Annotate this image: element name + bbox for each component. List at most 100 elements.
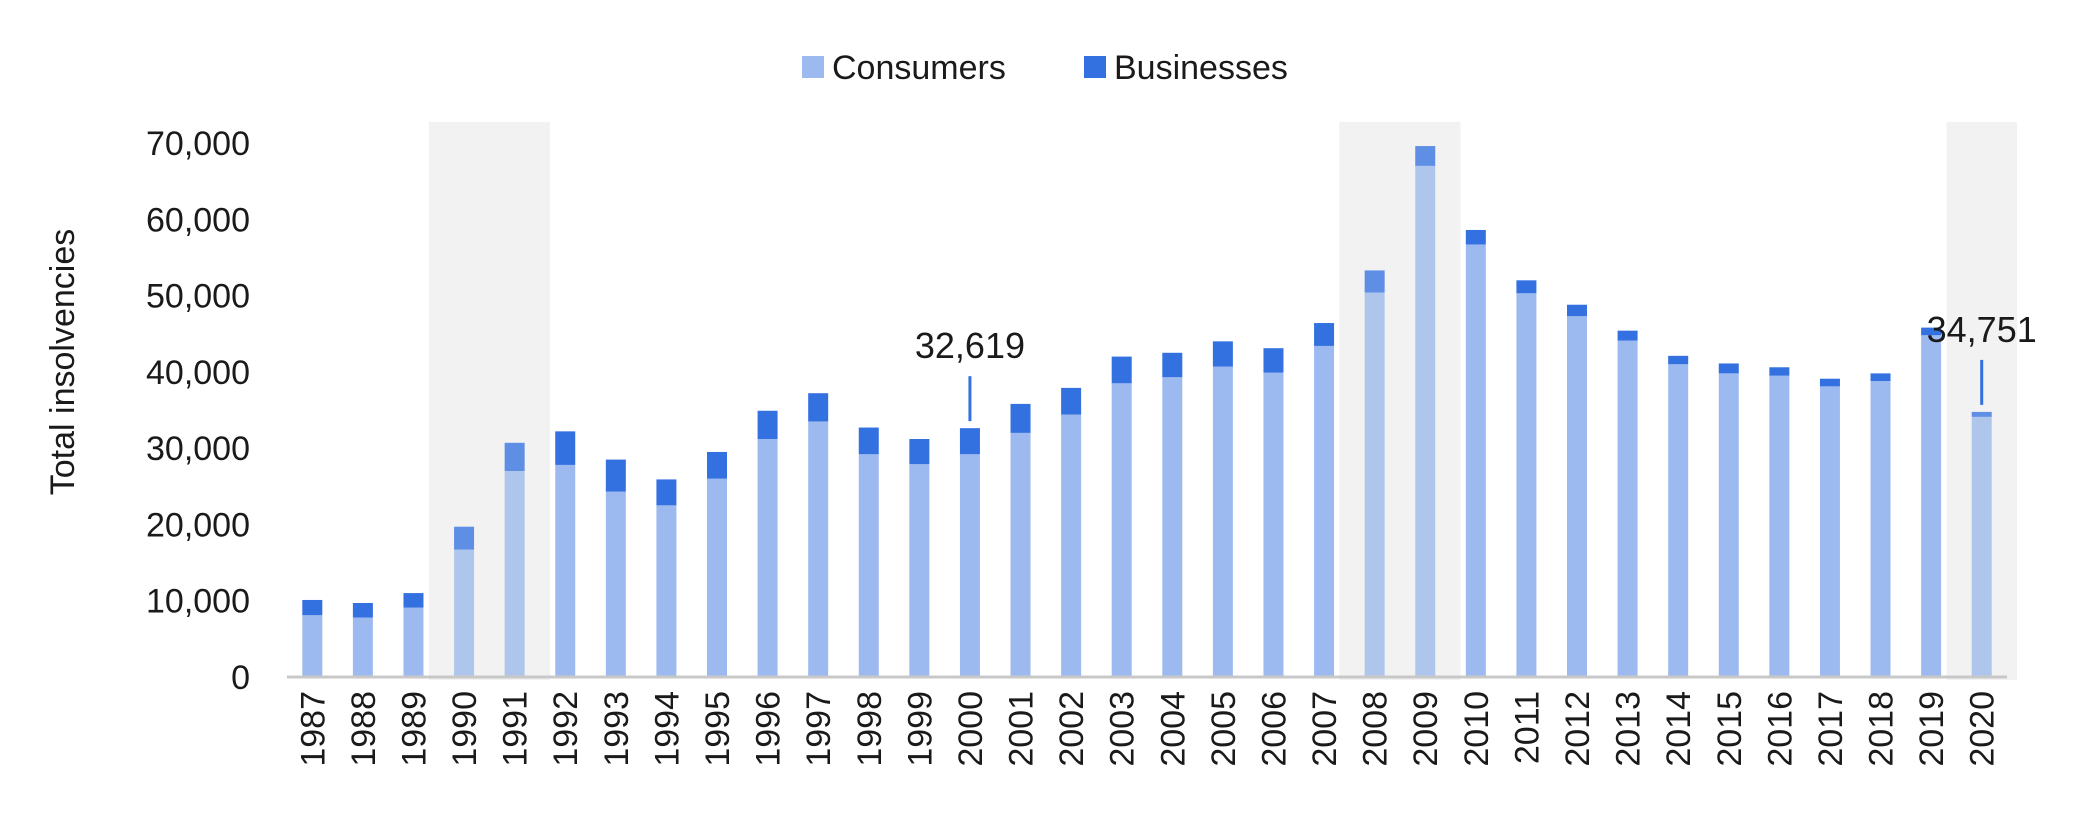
- bar-businesses-2013: [1617, 330, 1638, 341]
- x-tick-label: 2002: [1053, 691, 1091, 767]
- bar-businesses-2012: [1567, 304, 1587, 317]
- bar-consumers-2002: [1061, 414, 1082, 677]
- bar-consumers-2011: [1516, 293, 1537, 677]
- x-tick-label: 1989: [395, 691, 433, 767]
- bar-businesses-1993: [605, 459, 626, 492]
- x-tick-label: 2007: [1306, 691, 1344, 767]
- bar-consumers-1995: [707, 478, 727, 677]
- y-tick-label: 0: [231, 659, 250, 697]
- bar-businesses-2001: [1010, 403, 1031, 433]
- legend-label-consumers: Consumers: [832, 49, 1006, 87]
- x-tick-label: 1999: [901, 691, 939, 767]
- x-tick-label: 2014: [1660, 691, 1698, 767]
- bar-consumers-1998: [858, 454, 879, 677]
- x-tick-label: 2009: [1407, 691, 1445, 767]
- recession-band-1990: [428, 122, 550, 680]
- bar-businesses-1992: [555, 431, 576, 465]
- bar-consumers-1994: [656, 505, 677, 677]
- bar-businesses-1987: [302, 599, 323, 616]
- bar-consumers-1991: [504, 471, 525, 677]
- x-tick-label: 1990: [446, 691, 484, 767]
- bar-businesses-1989: [403, 593, 424, 608]
- x-tick-label: 2015: [1711, 691, 1749, 767]
- bar-consumers-2008: [1364, 292, 1385, 677]
- x-tick-label: 1987: [294, 691, 332, 767]
- x-tick-label: 2000: [952, 691, 990, 767]
- bar-businesses-1996: [757, 410, 778, 439]
- x-tick-label: 2016: [1761, 691, 1799, 767]
- bar-businesses-2000: [959, 428, 980, 455]
- x-tick-label: 2018: [1863, 691, 1901, 767]
- bar-businesses-2019: [1921, 327, 1942, 336]
- bar-businesses-2008: [1364, 270, 1385, 293]
- bar-businesses-1988: [352, 603, 373, 618]
- legend: Consumers Businesses: [802, 49, 1288, 87]
- bar-consumers-2013: [1617, 340, 1638, 677]
- bar-consumers-2006: [1263, 372, 1284, 677]
- bar-consumers-2014: [1668, 364, 1689, 677]
- x-tick-label: 2011: [1508, 691, 1546, 764]
- x-tick-label: 2019: [1913, 691, 1951, 767]
- y-tick-label: 20,000: [146, 506, 250, 544]
- bar-businesses-2020: [1971, 411, 1992, 417]
- x-tick-label: 1998: [851, 691, 889, 767]
- bar-consumers-2018: [1870, 381, 1891, 677]
- x-tick-label: 2010: [1458, 691, 1496, 767]
- x-axis-ticks: 1987 1988 1989 1990 1991 1992 1993 1994 1995 1996…: [294, 691, 2001, 767]
- x-tick-label: 2001: [1003, 691, 1041, 767]
- bar-businesses-1991: [504, 442, 525, 472]
- bar-businesses-1998: [858, 427, 879, 455]
- y-tick-label: 30,000: [146, 430, 250, 468]
- bar-businesses-2014: [1668, 355, 1689, 365]
- bar-businesses-2002: [1061, 387, 1082, 415]
- x-tick-label: 2005: [1205, 691, 1243, 767]
- bar-businesses-2005: [1212, 341, 1233, 367]
- annotation-label-2000: 32,619: [915, 325, 1025, 366]
- y-axis-ticks: 0 10,000 20,000 30,000 40,000 50,000 60,000 70,…: [146, 125, 250, 697]
- bar-businesses-1997: [808, 393, 829, 422]
- bar-consumers-2016: [1769, 375, 1790, 677]
- bar-consumers-2015: [1718, 373, 1739, 677]
- x-tick-label: 2020: [1964, 691, 2002, 767]
- recession-shading: [428, 122, 2017, 680]
- bar-consumers-2001: [1010, 432, 1031, 677]
- legend-swatch-businesses: [1084, 56, 1106, 78]
- bar-businesses-2017: [1819, 378, 1840, 387]
- bar-businesses-1995: [707, 451, 727, 479]
- bar-businesses-1990: [454, 526, 475, 550]
- y-tick-label: 60,000: [146, 201, 250, 239]
- legend-swatch-consumers: [802, 56, 824, 78]
- bar-consumers-1987: [302, 615, 323, 677]
- bar-consumers-1989: [403, 607, 424, 677]
- bar-businesses-2006: [1263, 348, 1284, 373]
- x-tick-label: 2008: [1357, 691, 1395, 767]
- y-tick-label: 40,000: [146, 354, 250, 392]
- x-tick-label: 1997: [800, 691, 838, 767]
- bar-businesses-1994: [656, 479, 677, 506]
- x-tick-label: 1988: [345, 691, 383, 767]
- bar-consumers-2005: [1212, 366, 1233, 677]
- bar-consumers-1993: [605, 491, 626, 677]
- bar-businesses-2015: [1718, 363, 1739, 374]
- annotation-label-2020: 34,751: [1927, 309, 2037, 350]
- y-tick-label: 10,000: [146, 583, 250, 621]
- x-tick-label: 1996: [750, 691, 788, 767]
- bar-group: [302, 146, 1992, 677]
- bar-businesses-2004: [1162, 352, 1183, 378]
- bar-consumers-2003: [1111, 383, 1132, 677]
- x-tick-label: 2017: [1812, 691, 1850, 767]
- legend-label-businesses: Businesses: [1114, 49, 1288, 87]
- bar-businesses-2003: [1111, 356, 1132, 384]
- x-tick-label: 2006: [1255, 691, 1293, 767]
- bar-consumers-2019: [1921, 335, 1942, 677]
- bar-consumers-1990: [454, 549, 475, 677]
- bar-consumers-1997: [808, 421, 829, 677]
- bar-businesses-2016: [1769, 367, 1790, 376]
- x-tick-label: 1994: [648, 691, 686, 767]
- x-tick-label: 2012: [1559, 691, 1597, 767]
- bar-consumers-1992: [555, 464, 576, 677]
- x-tick-label: 1993: [598, 691, 636, 767]
- y-tick-label: 70,000: [146, 125, 250, 163]
- bar-consumers-2009: [1415, 165, 1436, 677]
